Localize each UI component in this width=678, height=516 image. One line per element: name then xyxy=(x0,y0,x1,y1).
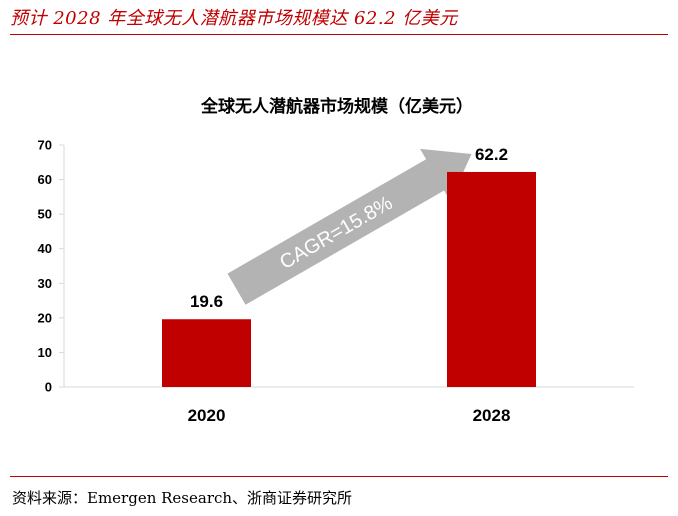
bar-2020 xyxy=(162,319,251,387)
chart-title: 全球无人潜航器市场规模（亿美元） xyxy=(200,96,473,117)
bar-2028 xyxy=(447,171,536,387)
y-tick-label: 70 xyxy=(38,138,52,153)
cagr-arrow: CAGR=15.8% xyxy=(227,148,472,305)
y-tick-label: 0 xyxy=(45,380,52,395)
data-label-2020: 19.6 xyxy=(190,292,223,311)
data-label-2028: 62.2 xyxy=(475,145,508,164)
bar-chart: 全球无人潜航器市场规模（亿美元） 0 10 20 30 40 50 60 70 CAGR=15… xyxy=(38,96,634,425)
cagr-annotation: CAGR=15.8% xyxy=(276,192,397,274)
y-tick-label: 50 xyxy=(38,207,52,222)
y-tick-label: 40 xyxy=(38,241,52,256)
y-tick-label: 10 xyxy=(38,345,52,360)
y-tick-label: 20 xyxy=(38,310,52,325)
report-title: 预计 2028 年全球无人潜航器市场规模达 62.2 亿美元 xyxy=(10,8,458,29)
category-label-2020: 2020 xyxy=(188,406,226,425)
cagr-arrow-shape xyxy=(227,148,472,305)
title-divider xyxy=(10,34,668,35)
footer-divider xyxy=(10,476,668,477)
y-tick-label: 60 xyxy=(38,172,52,187)
source-note: 资料来源：Emergen Research、浙商证券研究所 xyxy=(12,489,353,507)
y-tick-label: 30 xyxy=(38,276,52,291)
category-label-2028: 2028 xyxy=(473,406,511,425)
